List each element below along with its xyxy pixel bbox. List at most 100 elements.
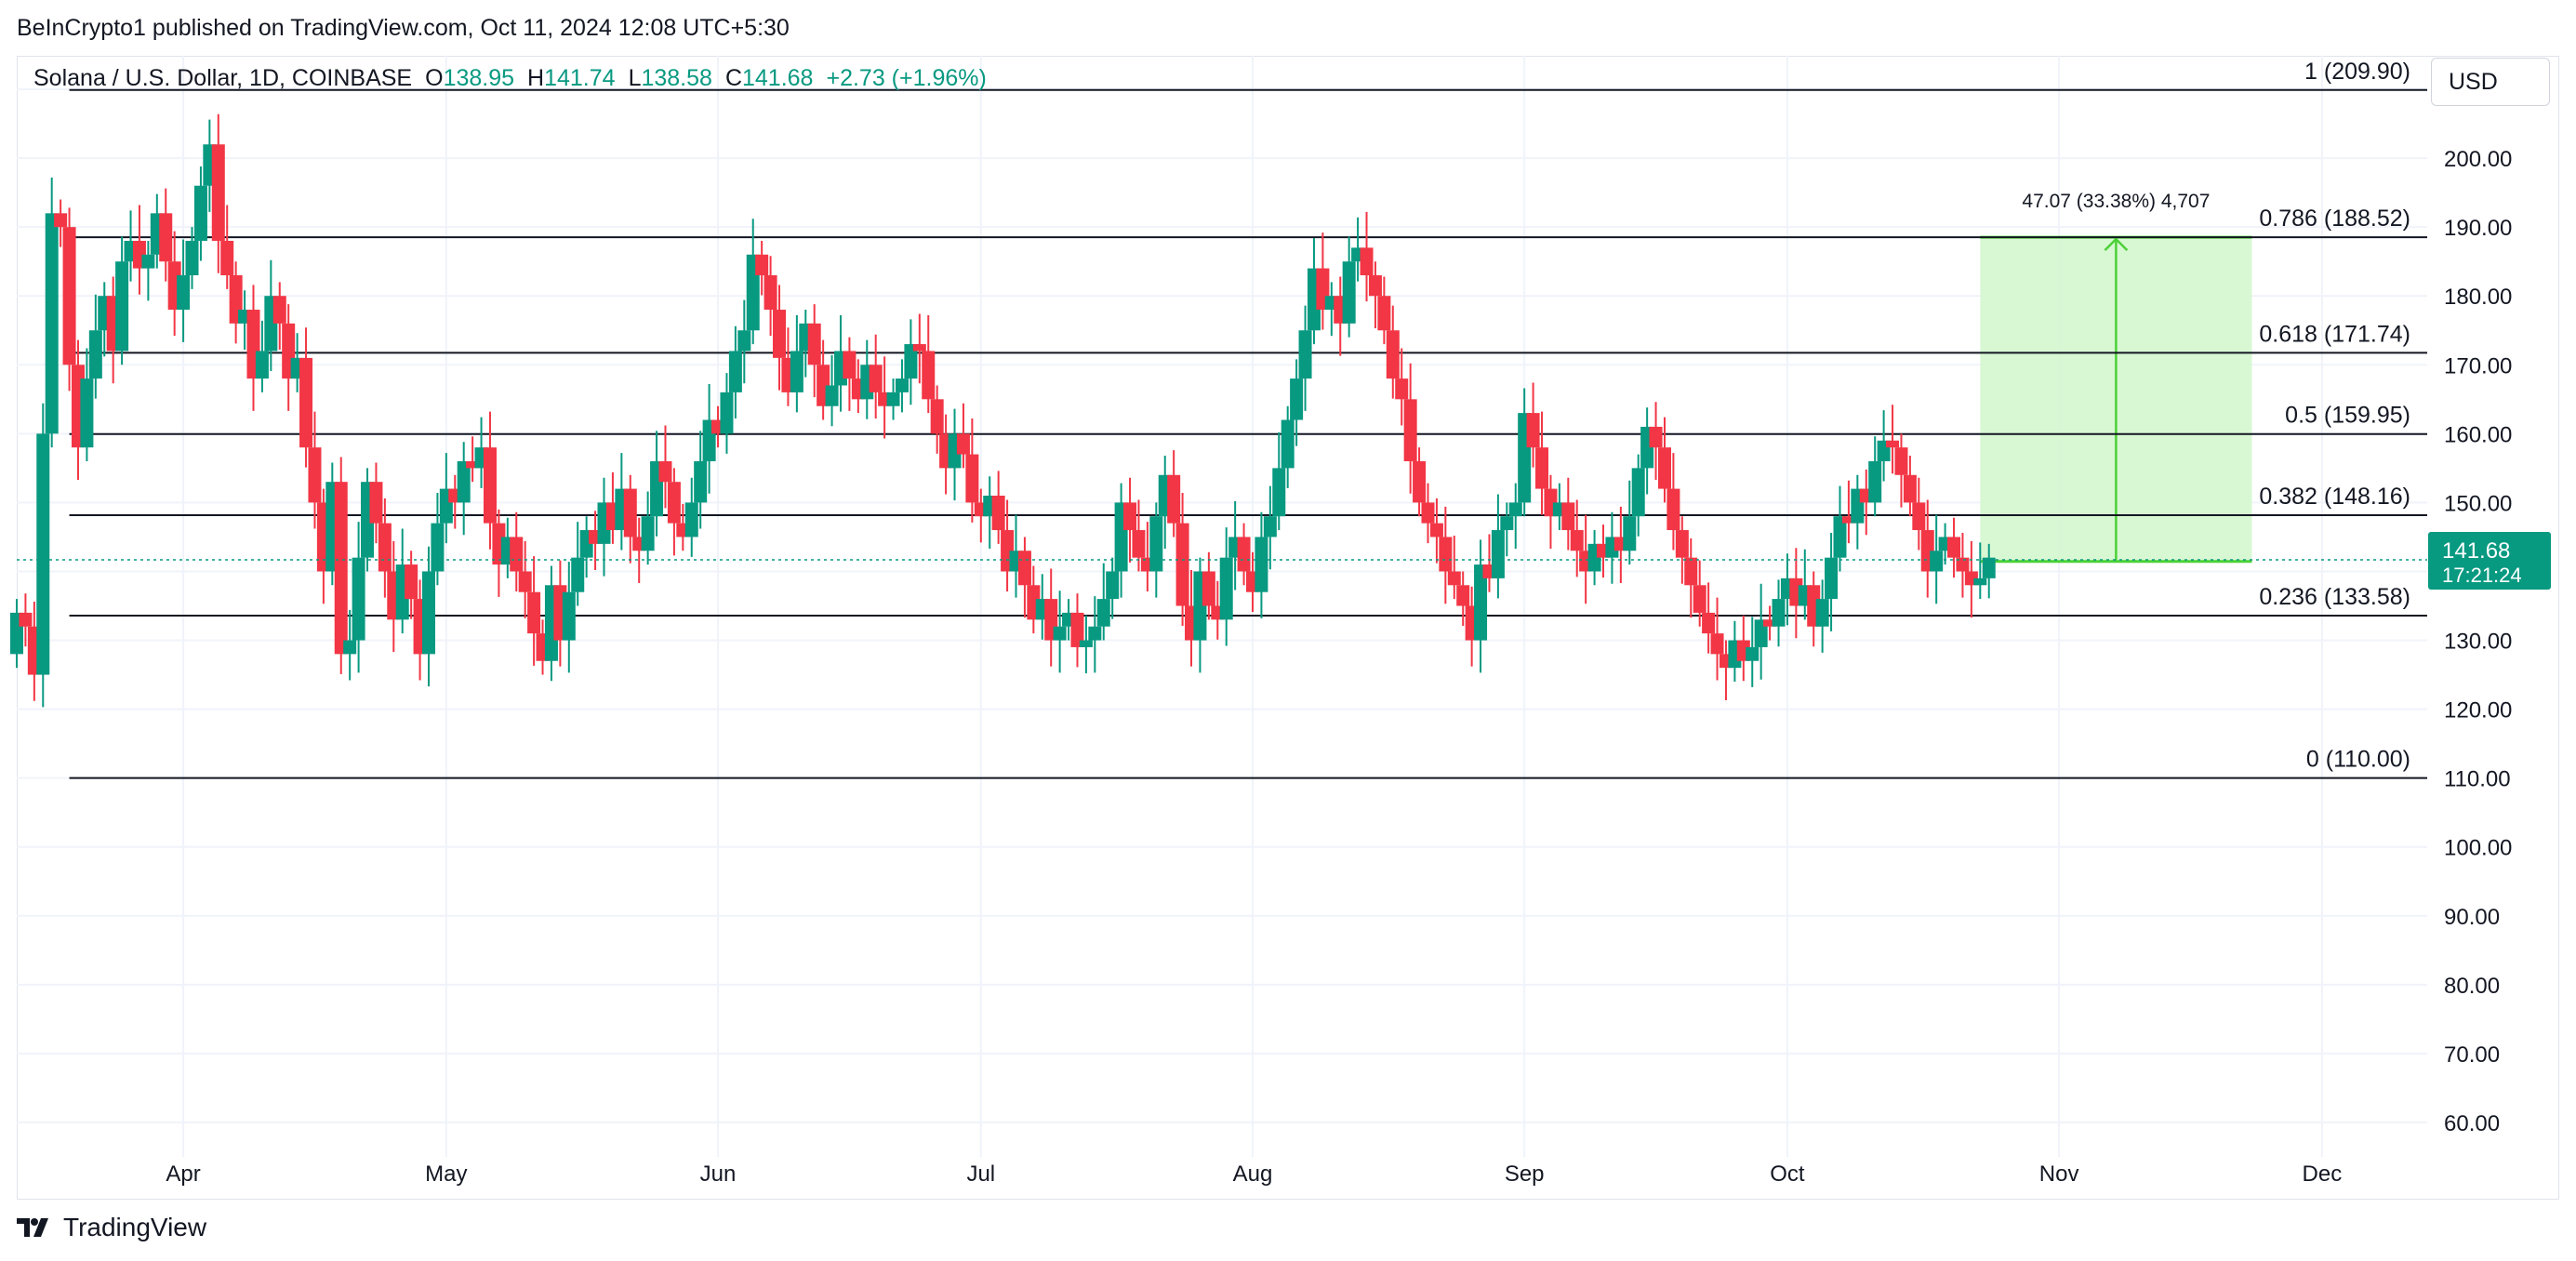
candle-body — [1930, 551, 1944, 572]
candle-body — [1693, 585, 1706, 613]
y-tick-label: 190.00 — [2444, 216, 2512, 241]
fib-level-label: 0.786 (188.52) — [2259, 206, 2410, 232]
candle-body — [1956, 557, 1970, 572]
candle-body — [895, 378, 909, 392]
candle-body — [1272, 468, 1286, 517]
close-label: C — [724, 65, 742, 91]
candle-body — [790, 351, 803, 392]
candle-body — [1623, 516, 1637, 551]
candle-body — [1702, 612, 1716, 634]
candle-body — [421, 571, 435, 655]
candle-body — [518, 571, 532, 592]
candle-body — [1088, 626, 1102, 641]
candle-body — [1903, 474, 1917, 503]
fib-retracement[interactable]: 1 (209.90) 0.786 (188.52) 0.618 (171.74) 0.… — [69, 59, 2427, 779]
candle-body — [728, 351, 742, 392]
candle-body — [1149, 516, 1163, 572]
candle-body — [869, 365, 883, 392]
y-tick-label: 200.00 — [2444, 147, 2512, 172]
high-value: 141.74 — [544, 65, 616, 91]
candle-body — [1815, 599, 1829, 627]
candle-body — [1561, 502, 1575, 531]
y-tick-label: 180.00 — [2444, 285, 2512, 310]
candle-body — [1237, 537, 1251, 572]
candle-body — [510, 537, 524, 572]
candle-body — [1360, 247, 1374, 275]
candle-body — [1684, 557, 1698, 586]
candle-body — [1439, 537, 1453, 572]
symbol-legend: Solana / U.S. Dollar, 1D, COINBASE O138.9… — [33, 65, 1000, 92]
candle-body — [36, 433, 50, 675]
candle-body — [1526, 413, 1540, 448]
candle-body — [1833, 516, 1847, 558]
candle-body — [45, 213, 59, 434]
symbol-title: Solana / U.S. Dollar, 1D, COINBASE — [33, 65, 413, 91]
candle-body — [755, 254, 769, 275]
candle-body — [352, 557, 365, 641]
candle-body — [159, 213, 173, 262]
candle-body — [1368, 275, 1382, 297]
fib-level-label: 1 (209.90) — [2304, 59, 2410, 85]
candle-body — [1281, 419, 1295, 469]
last-price-badge-countdown: 17:21:24 — [2442, 564, 2522, 587]
measure-arrow-head — [2104, 237, 2129, 252]
tradingview-brand-text: TradingView — [63, 1213, 207, 1241]
candle-body — [141, 254, 155, 269]
candle-body — [825, 385, 839, 406]
candle-body — [1675, 530, 1689, 558]
fib-level-label: 0.382 (148.16) — [2259, 484, 2410, 510]
high-label: H — [527, 65, 545, 91]
candle-body — [1298, 330, 1312, 379]
candle-body — [80, 378, 94, 448]
candle-body — [1167, 474, 1181, 524]
candle-body — [1429, 523, 1443, 538]
candle-body — [1377, 296, 1391, 331]
candle-body — [177, 275, 191, 311]
x-tick-label: Sep — [1505, 1161, 1545, 1187]
publisher-credit: BeInCrypto1 published on TradingView.com… — [17, 15, 790, 41]
candle-body — [1772, 599, 1786, 627]
candle-body — [930, 399, 944, 434]
candle-body — [343, 640, 357, 655]
candle-body — [571, 557, 585, 592]
y-tick-label: 150.00 — [2444, 491, 2512, 516]
candle-body — [956, 433, 970, 455]
candle-body — [1666, 488, 1680, 531]
candle-body — [1886, 440, 1900, 448]
candle-body — [720, 392, 734, 434]
candle-body — [807, 323, 821, 365]
low-label: L — [628, 65, 642, 91]
fib-level-label: 0.5 (159.95) — [2285, 403, 2410, 429]
candle-body — [193, 185, 207, 241]
candle-body — [115, 261, 129, 352]
candle-body — [255, 351, 269, 379]
open-label: O — [425, 65, 444, 91]
candle-body — [1657, 447, 1671, 489]
candle-body — [562, 591, 576, 641]
tradingview-logo-icon — [17, 1218, 48, 1237]
candle-body — [308, 447, 322, 503]
currency-button[interactable]: USD — [2431, 58, 2550, 106]
candle-body — [1395, 378, 1409, 400]
candle-body — [1474, 564, 1488, 641]
y-tick-label: 100.00 — [2444, 836, 2512, 861]
candle-body — [1491, 530, 1505, 578]
fib-level-label: 0.618 (171.74) — [2259, 321, 2410, 347]
candle-body — [405, 564, 418, 600]
x-tick-label: Apr — [166, 1161, 200, 1187]
candle-body — [1017, 551, 1031, 586]
price-range-measure[interactable]: 47.07 (33.38%) 4,707 — [1980, 191, 2252, 564]
candle-body — [1649, 426, 1663, 448]
x-tick-label: Oct — [1770, 1161, 1805, 1187]
tradingview-logo[interactable]: TradingView — [17, 1213, 206, 1242]
candle-body — [1413, 460, 1427, 503]
candle-body — [483, 447, 497, 524]
candle-body — [62, 227, 76, 365]
x-tick-label: Jul — [966, 1161, 995, 1187]
candles — [10, 113, 1996, 708]
x-tick-label: Jun — [700, 1161, 737, 1187]
last-price-badge-price: 141.68 — [2442, 538, 2510, 564]
y-tick-label: 110.00 — [2444, 767, 2511, 792]
